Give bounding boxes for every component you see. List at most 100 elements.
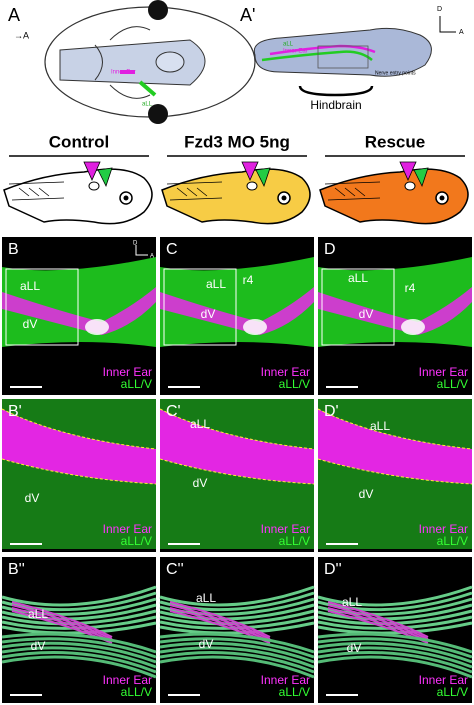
structure-label: aLL [196,591,216,605]
structure-label: aLL [190,417,210,431]
condition-title: Fzd3 MO 5ng [184,132,290,151]
overlap [243,319,267,335]
legend-entry: Inner Ear [261,365,310,379]
compass [135,245,148,256]
panel-label: C [166,241,178,258]
inset-box [321,268,395,346]
green-fiber [1,637,157,659]
brain-side-drawing [253,16,456,97]
magenta-signal [318,287,472,335]
compass-label: D [133,241,138,247]
magenta-fiber [11,607,113,642]
panel-label: D' [324,403,339,420]
magenta-fiber [11,601,113,638]
inset-box [5,268,79,346]
magenta-fiber [169,607,271,642]
panel-label: C' [166,403,181,420]
image-content [318,257,472,347]
magenta-signal [2,287,156,335]
legend-entry: aLL/V [279,534,310,548]
panel-label: B' [8,403,22,420]
green-fiber [1,632,157,654]
structure-label: aLL [348,271,368,285]
magenta-fiber [327,607,429,642]
label: Inner Ear [111,70,136,76]
boundary [317,458,473,485]
overlap [401,319,425,335]
boundary [1,458,157,485]
structure-label: dV [31,639,46,653]
label: aLL [142,102,153,108]
legend-entry: Inner Ear [103,365,152,379]
legend-entry: Inner Ear [261,522,310,536]
magenta-fiber [327,601,429,638]
green-fiber [159,650,315,674]
magenta-fiber [169,601,271,638]
panel-label: C'' [166,561,184,578]
image-content [159,399,315,549]
image-content [1,399,157,549]
green-fiber [1,650,157,674]
overlap [85,319,109,335]
image-content [1,585,157,679]
green-fiber [317,585,473,607]
green-fiber [317,615,473,630]
green-fiber [317,637,473,659]
green-fiber [1,641,157,664]
green-fiber [159,641,315,664]
inner-ear-marker [399,161,417,181]
pupil [123,195,129,201]
ear [246,181,258,191]
green-fiber [159,646,315,669]
green-fiber [317,603,473,621]
legend-entry: aLL/V [279,685,310,699]
structure-label: dV [199,637,214,651]
orientation: →A [14,30,29,40]
legend-entry: Inner Ear [103,522,152,536]
legend-entry: Inner Ear [419,365,468,379]
legend-entry: aLL/V [121,534,152,548]
green-fiber [317,641,473,664]
structure-label: r4 [405,281,416,295]
compass-label: A [150,254,154,260]
structure-label: dV [359,487,374,501]
image-content [2,257,156,347]
structure-label: dV [23,317,38,331]
image-content [317,399,473,549]
all-marker [255,167,271,188]
green-fiber [1,655,157,679]
region-label: Hindbrain [310,98,361,112]
panel-label: D [324,241,336,258]
green-fiber [317,650,473,674]
green-fiber [159,632,315,654]
structure-label: aLL [370,419,390,433]
image-content [159,585,315,679]
magenta-fiber [327,604,429,640]
green-fiber [317,646,473,669]
green-fiber [159,655,315,679]
legend-entry: Inner Ear [419,522,468,536]
green-fiber [1,585,157,607]
all-marker [413,167,429,188]
legend-entry: Inner Ear [419,673,468,687]
note: Nerve entry points [375,70,416,76]
label: aLL [283,42,294,48]
condition-title: Rescue [365,132,425,151]
inner-ear-marker [241,161,259,181]
green-fiber [317,632,473,654]
legend-entry: aLL/V [437,377,468,391]
magenta-fiber [11,604,113,640]
panel-label: A' [240,5,255,25]
green-fiber [159,615,315,630]
panel-label: B [8,241,19,258]
structure-label: aLL [206,277,226,291]
tadpole-fin [324,181,381,201]
